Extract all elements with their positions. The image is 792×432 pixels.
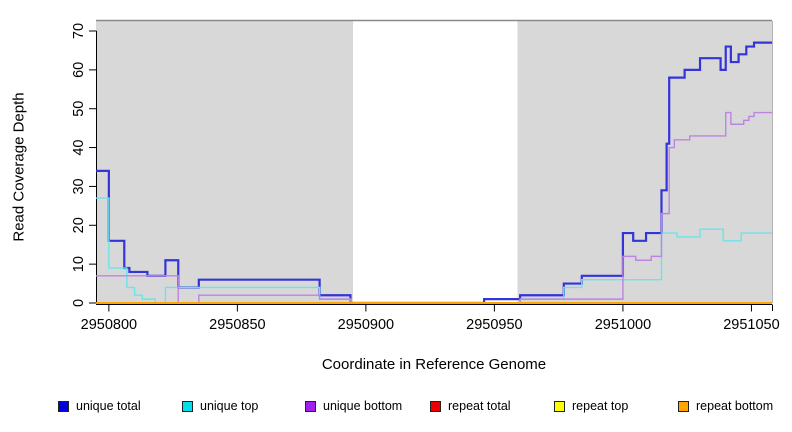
y-tick-label: 0	[71, 299, 87, 307]
masked-region	[353, 21, 518, 303]
legend-swatch-icon	[58, 400, 69, 412]
legend-label: repeat top	[572, 399, 629, 413]
plot-series	[96, 41, 772, 305]
series-unique-bottom	[96, 111, 772, 304]
legend-item-repeat-top: repeat top	[554, 399, 628, 413]
y-tick-label: 20	[71, 217, 87, 233]
plot-axes: 0 10 20 30 40 50 60 70 2950800 2950850 2950900 2950…	[71, 23, 780, 333]
y-tick-label: 40	[71, 140, 87, 156]
legend-item-unique-top: unique top	[182, 399, 258, 413]
legend-label: unique total	[76, 399, 141, 413]
legend-label: unique top	[200, 399, 259, 413]
y-tick-label: 10	[71, 256, 87, 272]
legend-label: repeat bottom	[696, 399, 774, 413]
x-tick-label: 2950900	[338, 317, 394, 333]
x-tick-label: 2951000	[595, 317, 651, 333]
legend-item-repeat-bottom: repeat bottom	[678, 399, 773, 413]
plot-panel	[96, 19, 773, 303]
series-unique-total	[96, 41, 772, 305]
legend-label: repeat total	[448, 399, 511, 413]
x-tick-label: 2950850	[209, 317, 265, 333]
x-tick-label: 2951050	[723, 317, 779, 333]
x-tick-label: 2950950	[466, 317, 522, 333]
y-tick-label: 60	[71, 62, 87, 78]
legend-item-repeat-total: repeat total	[430, 399, 511, 413]
y-tick-label: 70	[71, 23, 87, 39]
y-tick-label: 50	[71, 101, 87, 117]
y-axis-title: Read Coverage Depth	[10, 92, 28, 242]
x-tick-label: 2950800	[81, 317, 137, 333]
x-axis-title: Coordinate in Reference Genome	[321, 356, 547, 373]
legend-swatch-icon	[182, 400, 193, 412]
legend-item-unique-total: unique total	[58, 399, 141, 413]
legend-swatch-icon	[430, 400, 441, 412]
y-tick-label: 30	[71, 178, 87, 194]
legend-item-unique-bottom: unique bottom	[305, 399, 402, 413]
legend-swatch-icon	[554, 400, 565, 412]
legend-swatch-icon	[305, 400, 316, 412]
legend: unique total unique top unique bottom repea…	[0, 399, 792, 419]
legend-label: unique bottom	[323, 399, 403, 413]
legend-swatch-icon	[678, 400, 689, 412]
